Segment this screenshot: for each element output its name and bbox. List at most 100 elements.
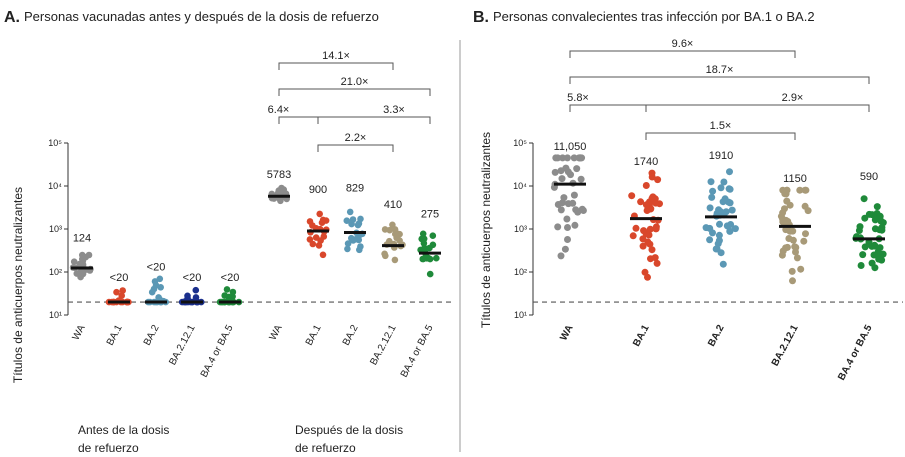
- data-point-wa-g0: [79, 261, 87, 269]
- group-label-after: Después de la dosis de refuerzo: [295, 423, 403, 455]
- comparison-ratio-label: 9.6×: [672, 38, 694, 50]
- category-label-ba-2-g1: BA.2: [341, 323, 361, 348]
- data-point-ba-4-or-ba-5-g1: [420, 235, 428, 243]
- data-point-ba-1-g1: [312, 234, 320, 241]
- data-point-wa: [564, 236, 571, 243]
- data-point-ba-2: [727, 221, 735, 228]
- panel-b-y-axis-label: Títulos de anticuerpos neutralizantes: [479, 132, 493, 328]
- y-tick-label: 10⁴: [48, 181, 62, 191]
- y-tick-label: 10¹: [514, 310, 527, 320]
- data-point-wa: [570, 191, 578, 199]
- data-point-ba-1: [637, 198, 645, 206]
- panel-a-y-axis-label: Títulos de anticuerpos neutralizantes: [11, 187, 25, 383]
- data-point-ba-2-12-1: [788, 267, 796, 275]
- comparison-bracket: [569, 104, 647, 112]
- y-tick-label: 10²: [49, 267, 62, 277]
- data-point-ba-2-12-1: [800, 237, 808, 245]
- data-point-ba-2-12-1: [781, 205, 788, 213]
- data-point-ba-4-or-ba-5: [871, 216, 879, 224]
- data-point-ba-2: [726, 185, 734, 193]
- comparison-ratio-label: 14.1×: [322, 50, 350, 62]
- data-point-wa: [558, 175, 566, 183]
- data-point-ba-4-or-ba-5: [865, 238, 873, 246]
- data-point-ba-2-12-1-g1: [382, 252, 389, 260]
- median-value-label-ba-2: 1910: [709, 150, 733, 162]
- data-point-ba-4-or-ba-5: [878, 224, 886, 232]
- data-point-ba-4-or-ba-5-g1: [429, 232, 437, 239]
- data-point-ba-2-g1: [344, 245, 351, 253]
- data-point-ba-4-or-ba-5: [873, 203, 881, 211]
- data-point-wa: [570, 154, 578, 162]
- category-label-ba-4-or-ba-5-g0: BA.4 or BA.5: [199, 323, 236, 380]
- data-point-ba-2-12-1: [789, 236, 797, 244]
- data-point-ba-2: [715, 237, 723, 245]
- data-point-wa: [557, 252, 565, 260]
- data-point-ba-2-12-1: [792, 248, 799, 256]
- comparison-bracket: [317, 144, 394, 152]
- data-point-wa: [560, 194, 568, 202]
- data-point-ba-4-or-ba-5-g1: [426, 255, 434, 263]
- data-point-ba-2-g0: [157, 284, 164, 291]
- data-point-ba-1: [628, 192, 636, 200]
- data-point-ba-1: [648, 246, 656, 254]
- data-point-ba-2-12-1: [783, 197, 791, 205]
- data-point-ba-2: [712, 245, 720, 253]
- group-label-before: Antes de la dosis de refuerzo: [78, 423, 169, 455]
- data-point-ba-1-g1: [322, 217, 330, 224]
- comparison-bracket: [569, 76, 870, 84]
- data-point-ba-2: [726, 227, 734, 235]
- data-point-ba-1: [651, 254, 659, 262]
- data-point-ba-2-12-1-g1: [389, 221, 396, 229]
- panel-b-marks: 11,050 WA 1740 BA.1 1910 BA.2 1150 BA.2.12.1 590…: [550, 141, 887, 383]
- category-label-ba-2: BA.2: [706, 323, 727, 349]
- data-point-ba-2-12-1: [802, 230, 809, 238]
- median-value-label-ba-4-or-ba-5-g0: <20: [221, 272, 240, 284]
- data-point-ba-1: [644, 273, 651, 281]
- panel-b-axis: 10¹ 10² 10³ 10⁴ 10⁵: [513, 138, 903, 320]
- category-label-ba-1: BA.1: [631, 323, 652, 349]
- data-point-wa: [557, 206, 565, 214]
- data-point-ba-2-g1: [343, 217, 351, 224]
- data-point-ba-4-or-ba-5: [871, 242, 879, 250]
- data-point-ba-2-g1: [354, 221, 362, 229]
- comparison-bracket: [278, 116, 319, 124]
- data-point-wa: [575, 154, 583, 162]
- category-label-ba-4-or-ba-5: BA.4 or BA.5: [836, 323, 875, 383]
- data-point-ba-2: [716, 220, 723, 228]
- data-point-wa: [550, 183, 558, 191]
- panel-a: A. Personas vacunadas antes y después de…: [4, 9, 455, 455]
- data-point-ba-2: [706, 204, 714, 212]
- data-point-ba-2: [707, 178, 715, 186]
- data-point-ba-1: [643, 207, 651, 214]
- category-label-wa-g1: WA: [268, 323, 285, 342]
- median-value-label-wa: 11,050: [554, 141, 587, 153]
- data-point-ba-2-g1: [348, 234, 355, 242]
- median-value-label-wa-g0: 124: [73, 233, 91, 245]
- data-point-wa-g1: [277, 197, 284, 205]
- y-tick-label: 10⁴: [513, 181, 527, 191]
- data-point-ba-4-or-ba-5-g1: [426, 244, 433, 252]
- data-point-wa: [563, 215, 571, 223]
- median-value-label-ba-4-or-ba-5-g1: 275: [421, 209, 439, 221]
- data-point-ba-4-or-ba-5: [861, 243, 869, 251]
- data-point-ba-2: [720, 178, 728, 186]
- data-point-ba-1: [652, 199, 660, 207]
- data-point-wa: [554, 154, 562, 162]
- data-point-wa: [577, 175, 585, 183]
- data-point-ba-2: [717, 184, 725, 192]
- panel-b: B. Personas convalecientes tras infecció…: [473, 9, 903, 382]
- data-point-ba-1: [629, 232, 637, 240]
- data-point-ba-4-or-ba-5-g0: [221, 292, 228, 299]
- data-point-wa: [559, 154, 567, 162]
- category-label-ba-1-g1: BA.1: [304, 323, 324, 348]
- category-label-ba-2-g0: BA.2: [142, 323, 162, 348]
- data-point-ba-4-or-ba-5: [879, 250, 887, 258]
- comparison-bracket: [569, 50, 796, 58]
- comparison-ratio-label: 1.5×: [710, 120, 732, 132]
- panel-a-marks: 124 WA <20 BA.1 <20 BA.2 <20 BA.2.12.1 <20 BA.4 o…: [69, 169, 441, 380]
- median-value-label-ba-4-or-ba-5: 590: [860, 171, 878, 183]
- data-point-ba-2: [706, 224, 714, 232]
- median-value-label-ba-1: 1740: [634, 156, 658, 168]
- data-point-ba-1-g1: [319, 251, 327, 259]
